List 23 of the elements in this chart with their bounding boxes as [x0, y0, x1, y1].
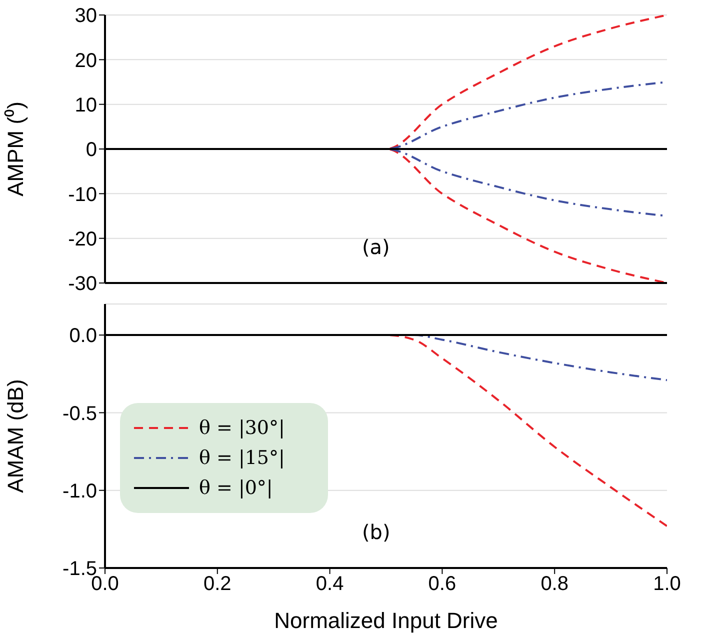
x-tick-label: 0.6: [428, 573, 456, 596]
x-tick-label: 0.8: [540, 573, 569, 596]
y-axis-title: AMAM (dB): [2, 379, 28, 493]
y-tick-label: -20: [68, 228, 97, 250]
y-axis-title: AMPM (⁰): [2, 102, 28, 196]
annotation: (b): [362, 520, 390, 544]
y-tick-label: -10: [68, 184, 97, 206]
y-tick-label: -30: [68, 273, 97, 296]
x-tick-label: 1.0: [653, 573, 681, 596]
y-tick-label: 20: [74, 50, 97, 72]
y-tick-label: 0: [86, 139, 97, 162]
y-tick-label: 0.0: [69, 325, 97, 348]
legend-label: θ = |15°|: [199, 447, 285, 469]
annotation: (a): [362, 235, 390, 259]
x-axis-title: Normalized Input Drive: [274, 608, 498, 633]
legend-label: θ = |30°|: [199, 417, 285, 439]
x-tick-label: 0.4: [316, 573, 344, 596]
y-tick-label: 10: [74, 94, 97, 116]
legend-label: θ = |0°|: [199, 477, 273, 499]
x-tick-label: 0.2: [203, 573, 232, 596]
y-tick-label: -0.5: [62, 402, 97, 425]
y-tick-label: 30: [74, 5, 97, 28]
y-tick-label: -1.0: [62, 480, 97, 502]
